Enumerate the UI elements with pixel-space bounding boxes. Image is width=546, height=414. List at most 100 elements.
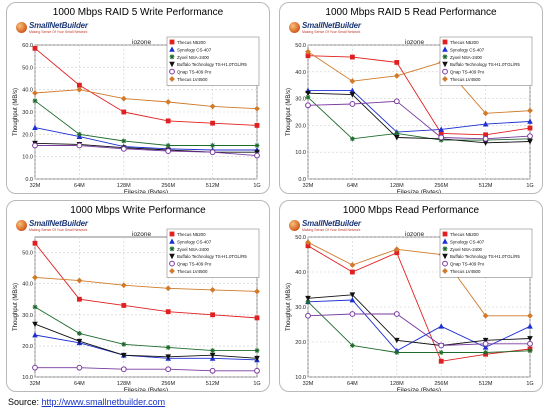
y-tick-label: 50.0: [295, 235, 306, 241]
legend-marker: [442, 61, 448, 68]
data-point-thecus-n5200: [121, 109, 127, 115]
legend-marker: [442, 260, 448, 267]
x-tick-label: 64M: [347, 381, 358, 387]
y-tick-label: 40.0: [295, 270, 306, 276]
legend-label: Buffalo Technology TS-H1.0TGL/R5: [177, 254, 247, 259]
legend-marker: [169, 54, 175, 60]
data-point-thecus-n5200: [210, 312, 215, 318]
data-point-zyxel-nsa-2400: [77, 331, 82, 336]
legend-label: Buffalo Technology TS-H1.0TGL/R5: [450, 62, 520, 67]
data-point-thecus-lv4500: [349, 262, 356, 268]
benchmark-label: iozone: [405, 39, 425, 46]
data-point-thecus-n5200: [254, 315, 260, 321]
data-point-qnap-ts-409-pro: [527, 340, 533, 347]
legend-label: Thecus N5200: [177, 232, 206, 237]
y-tick-label: 10.0: [295, 375, 306, 381]
chart-write: 10.0 20.0 30.0 40.0 50.0 32M 64M 128M 256M 512M 1G…: [13, 228, 261, 391]
x-tick-label: 1G: [526, 183, 533, 189]
series-line-zyxel-nsa-2400: [34, 306, 257, 352]
y-tick-label: 50.0: [22, 251, 33, 257]
data-point-zyxel-nsa-2400: [210, 348, 215, 353]
legend-marker: [442, 39, 448, 45]
logo-tagline: Making Sense Of Your Small Network: [302, 30, 361, 34]
data-point-qnap-ts-409-pro: [438, 134, 445, 141]
smallnetbuilder-logo: SmallNetBuilder Making Sense Of Your Sma…: [16, 20, 88, 38]
data-point-zyxel-nsa-2400: [121, 138, 127, 144]
series-line-zyxel-nsa-2400: [307, 96, 531, 141]
legend-marker: [442, 46, 448, 52]
x-tick-label: 1G: [526, 381, 533, 387]
data-point-thecus-lv4500: [165, 285, 172, 292]
data-point-qnap-ts-409-pro: [120, 145, 127, 152]
legend-box: [439, 228, 533, 278]
series-line-thecus-lv4500: [307, 51, 531, 114]
logo-tagline: Making Sense Of Your Small Network: [302, 228, 361, 232]
legend-marker: [169, 68, 175, 75]
data-point-thecus-lv4500: [209, 103, 216, 110]
y-tick-label: 10.0: [295, 150, 306, 156]
data-point-thecus-lv4500: [76, 86, 83, 93]
data-point-thecus-n5200: [394, 60, 400, 65]
x-tick-label: 128M: [390, 381, 404, 387]
legend-label: Thecus LV4500: [450, 269, 481, 274]
x-tick-label: 256M: [434, 381, 448, 387]
legend-marker: [442, 231, 448, 237]
legend-marker: [442, 253, 448, 260]
data-point-thecus-lv4500: [209, 286, 216, 293]
data-point-zyxel-nsa-2400: [32, 98, 38, 104]
series-line-thecus-n5200: [307, 245, 531, 362]
data-point-buffalo-technology-ts-h1-0tgl-r5: [254, 149, 260, 156]
data-point-thecus-n5200: [438, 358, 444, 364]
smallnetbuilder-logo: SmallNetBuilder Making Sense Of Your Sma…: [16, 218, 88, 236]
data-point-thecus-lv4500: [527, 107, 533, 114]
data-point-qnap-ts-409-pro: [482, 340, 489, 347]
logo-tagline: Making Sense Of Your Small Network: [29, 228, 88, 232]
data-point-synology-cs-407: [349, 297, 356, 303]
data-point-synology-cs-407: [482, 344, 489, 350]
data-point-qnap-ts-409-pro: [438, 342, 445, 349]
series-line-qnap-ts-409-pro: [307, 100, 531, 140]
data-point-thecus-lv4500: [165, 99, 172, 105]
logo-name: SmallNetBuilder: [302, 219, 361, 228]
x-tick-label: 256M: [161, 183, 175, 189]
data-point-buffalo-technology-ts-h1-0tgl-r5: [527, 139, 533, 145]
data-point-synology-cs-407: [349, 87, 356, 93]
y-tick-label: 20.0: [295, 123, 306, 129]
y-axis-label: Thoughput (MB/s): [286, 88, 292, 136]
y-tick-label: 20.0: [22, 132, 33, 138]
data-point-synology-cs-407: [438, 126, 444, 132]
legend-label: Zyxel NSA-2400: [177, 247, 210, 252]
series-line-thecus-n5200: [34, 47, 258, 126]
x-tick-label: 64M: [347, 183, 358, 189]
data-point-buffalo-technology-ts-h1-0tgl-r5: [254, 355, 260, 362]
legend-label: Synology CS-407: [450, 239, 485, 244]
data-point-qnap-ts-409-pro: [349, 311, 356, 317]
series-line-thecus-lv4500: [307, 241, 530, 317]
x-axis-label: Filesize (Bytes): [397, 189, 441, 193]
data-point-thecus-n5200: [32, 240, 38, 246]
legend-label: Zyxel NSA-2400: [450, 55, 483, 60]
y-tick-label: 30.0: [22, 110, 33, 116]
x-tick-label: 32M: [30, 381, 41, 387]
series-line-synology-cs-407: [308, 90, 531, 133]
source-link[interactable]: http://www.smallnetbuilder.com: [41, 397, 166, 407]
y-tick-label: 20.0: [295, 340, 306, 346]
y-tick-label: 40.0: [295, 70, 306, 76]
data-point-thecus-lv4500: [349, 78, 356, 85]
data-point-thecus-n5200: [254, 123, 260, 128]
x-tick-label: 128M: [390, 183, 404, 189]
data-point-thecus-n5200: [483, 132, 488, 138]
data-point-buffalo-technology-ts-h1-0tgl-r5: [165, 354, 171, 360]
data-point-thecus-n5200: [210, 120, 215, 126]
x-tick-label: 512M: [206, 183, 220, 189]
legend-label: Synology CS-407: [177, 239, 212, 244]
y-tick-label: 30.0: [22, 313, 33, 319]
data-point-zyxel-nsa-2400: [350, 136, 355, 142]
x-tick-label: 256M: [434, 183, 448, 189]
data-point-thecus-n5200: [350, 269, 355, 275]
data-point-zyxel-nsa-2400: [394, 350, 400, 355]
legend-label: Qnap TS-409 Pro: [450, 262, 485, 267]
chart-title: 1000 Mbps RAID 5 Write Performance: [52, 7, 224, 18]
data-point-buffalo-technology-ts-h1-0tgl-r5: [482, 140, 489, 146]
y-tick-label: 30.0: [295, 305, 306, 311]
